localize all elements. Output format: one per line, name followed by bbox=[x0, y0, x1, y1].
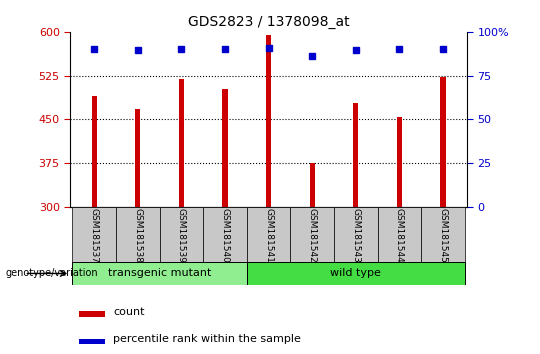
Text: GSM181545: GSM181545 bbox=[438, 208, 448, 263]
Bar bbox=[266, 35, 271, 207]
Bar bbox=[353, 103, 359, 207]
Bar bbox=[291, 207, 334, 264]
Bar bbox=[334, 207, 377, 264]
Bar bbox=[79, 312, 105, 317]
Text: GSM181541: GSM181541 bbox=[264, 208, 273, 263]
Bar bbox=[92, 96, 97, 207]
Bar bbox=[72, 207, 116, 264]
Text: GSM181537: GSM181537 bbox=[90, 208, 99, 263]
Bar bbox=[377, 207, 421, 264]
Bar bbox=[309, 163, 315, 207]
Text: wild type: wild type bbox=[330, 268, 381, 279]
Bar bbox=[421, 207, 465, 264]
Text: genotype/variation: genotype/variation bbox=[5, 268, 98, 278]
Bar bbox=[247, 207, 291, 264]
Bar bbox=[79, 338, 105, 344]
Bar bbox=[116, 207, 160, 264]
Bar bbox=[247, 262, 465, 285]
Text: percentile rank within the sample: percentile rank within the sample bbox=[113, 335, 301, 344]
Bar bbox=[179, 79, 184, 207]
Text: GSM181540: GSM181540 bbox=[220, 208, 230, 263]
Bar bbox=[222, 88, 228, 207]
Title: GDS2823 / 1378098_at: GDS2823 / 1378098_at bbox=[188, 16, 349, 29]
Text: GSM181539: GSM181539 bbox=[177, 208, 186, 263]
Bar bbox=[135, 109, 140, 207]
Bar bbox=[160, 207, 203, 264]
Text: GSM181542: GSM181542 bbox=[308, 208, 317, 263]
Bar bbox=[441, 78, 446, 207]
Text: GSM181544: GSM181544 bbox=[395, 208, 404, 263]
Text: GSM181543: GSM181543 bbox=[352, 208, 360, 263]
Bar bbox=[72, 262, 247, 285]
Bar bbox=[203, 207, 247, 264]
Text: GSM181538: GSM181538 bbox=[133, 208, 143, 263]
Text: count: count bbox=[113, 307, 145, 318]
Text: transgenic mutant: transgenic mutant bbox=[108, 268, 211, 279]
Bar bbox=[397, 116, 402, 207]
